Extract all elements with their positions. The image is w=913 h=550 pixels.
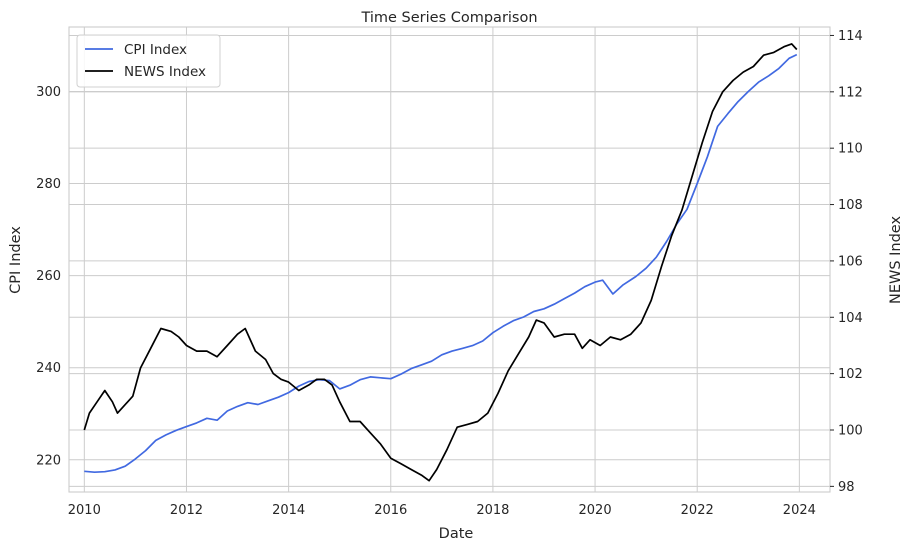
- y-tick-label-left: 280: [36, 177, 61, 192]
- x-tick-label: 2010: [68, 503, 101, 518]
- y-tick-label-right: 100: [838, 424, 863, 439]
- y-axis-left: 220 240 260 280 300: [36, 85, 61, 468]
- x-axis-label: Date: [439, 526, 474, 542]
- y-tick-label-right: 110: [838, 142, 863, 157]
- x-tick-label: 2020: [579, 503, 612, 518]
- y-axis-left-label: CPI Index: [8, 226, 24, 294]
- x-tick-label: 2018: [476, 503, 509, 518]
- x-tick-label: 2016: [374, 503, 407, 518]
- y-tick-label-left: 240: [36, 361, 61, 376]
- y-tick-label-right: 104: [838, 311, 863, 326]
- y-tick-label-right: 102: [838, 367, 863, 382]
- y-tick-label-right: 98: [838, 480, 855, 495]
- y-tick-label-right: 112: [838, 85, 863, 100]
- legend-label-news: NEWS Index: [124, 64, 206, 80]
- plot-frame: [68, 26, 831, 493]
- x-tick-label: 2012: [170, 503, 203, 518]
- y-axis-right: 98 100 102 104 106 108 110 112 114: [830, 29, 863, 495]
- y-tick-label-left: 220: [36, 453, 61, 468]
- y-tick-label-left: 260: [36, 269, 61, 284]
- x-axis: 2010 2012 2014 2016 2018 2020 2022 2024: [68, 503, 816, 518]
- series-lines: [83, 43, 798, 482]
- x-tick-label: 2014: [272, 503, 305, 518]
- news-index-line: [83, 43, 798, 482]
- cpi-index-line: [84, 53, 798, 474]
- legend-label-cpi: CPI Index: [124, 42, 187, 58]
- y-tick-label-right: 108: [838, 198, 863, 213]
- y-axis-right-label: NEWS Index: [888, 216, 904, 304]
- grid: [69, 27, 830, 492]
- chart-title: Time Series Comparison: [360, 10, 537, 26]
- legend: CPI Index NEWS Index: [76, 34, 221, 88]
- y-tick-label-right: 114: [838, 29, 863, 44]
- y-tick-label-left: 300: [36, 85, 61, 100]
- y-tick-label-right: 106: [838, 254, 863, 269]
- x-tick-label: 2024: [783, 503, 816, 518]
- x-tick-label: 2022: [681, 503, 714, 518]
- legend-box: [76, 34, 221, 88]
